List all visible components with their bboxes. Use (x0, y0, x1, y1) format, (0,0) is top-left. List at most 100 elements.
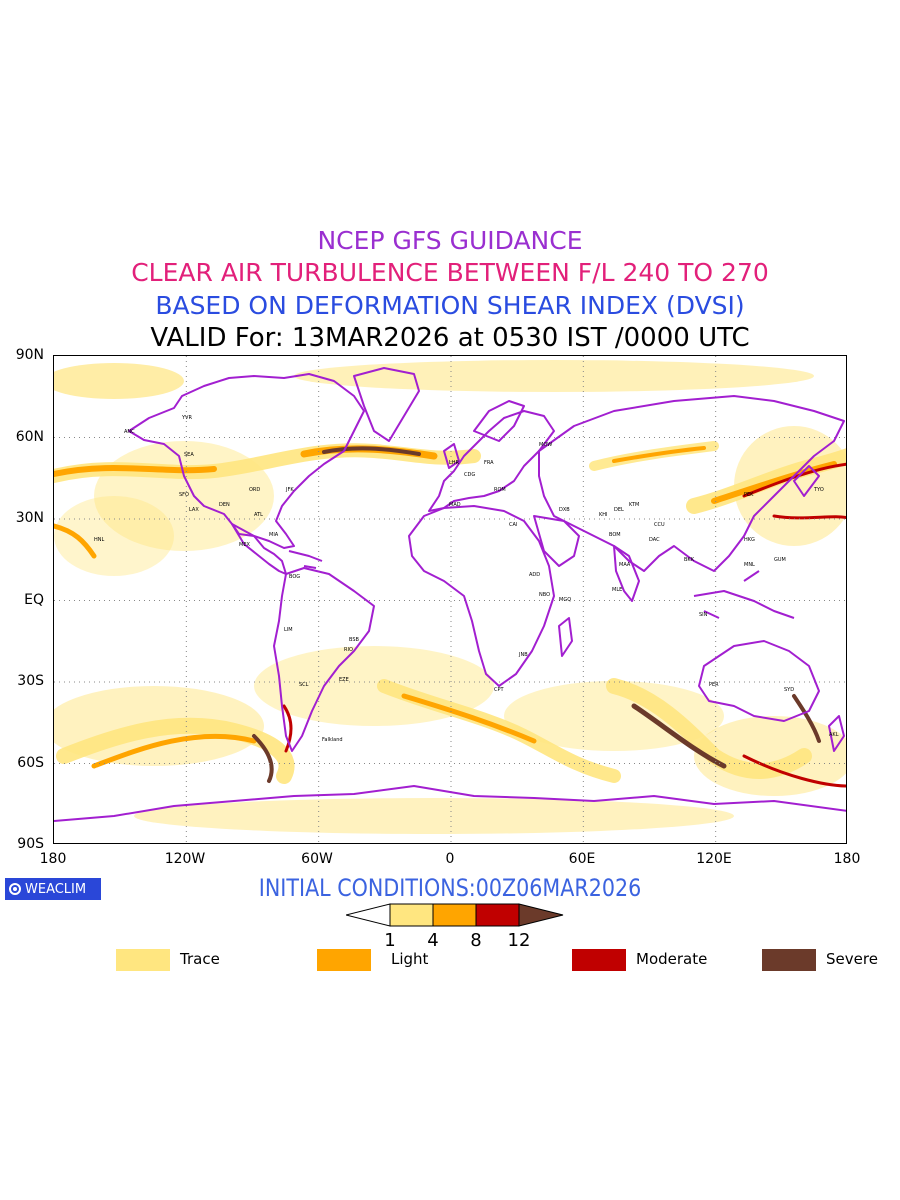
jet-trace-band (56, 717, 295, 784)
station-label: YVR (181, 415, 192, 421)
station-label: PEK (744, 492, 754, 498)
station-label: MAA (619, 562, 631, 568)
colorbar-light (432, 903, 477, 927)
y-tick-eq: EQ (24, 592, 44, 608)
legend-swatch-moderate (572, 949, 626, 971)
colorbar-tick-12: 12 (507, 930, 531, 951)
legend-swatch-trace (116, 949, 170, 971)
coastlines (54, 367, 846, 822)
station-label: BOG (289, 574, 300, 580)
station-label: CCU (654, 522, 665, 528)
station-label: FRA (484, 460, 494, 466)
station-label: LAX (189, 507, 199, 513)
station-label: JNB (518, 652, 528, 658)
station-label: JFK (285, 487, 294, 493)
coast-se-asia-islands (693, 570, 795, 619)
jet-moderate-band (282, 704, 293, 753)
station-label: DAC (649, 537, 660, 543)
legend-label-severe: Severe (826, 950, 878, 968)
station-label: EZE (339, 677, 349, 683)
station-label: MEX (239, 542, 250, 548)
station-label: MLE (612, 587, 622, 593)
jet-severe-band (631, 703, 727, 769)
x-tick-60w: 60W (301, 851, 333, 867)
station-label: KHI (599, 512, 608, 518)
station-label: GUM (774, 557, 786, 563)
coast-arabia (533, 515, 580, 567)
jet-moderate-band (742, 754, 846, 788)
colorbar-tick-8: 8 (470, 930, 482, 951)
coast-africa (408, 505, 555, 687)
station-label: HKG (744, 537, 755, 543)
trace-area (294, 360, 814, 392)
jet-severe-band (792, 694, 821, 743)
coast-australia (698, 640, 820, 722)
turbulence-map: ANC YVR SEA SFO LAX DEN ORD ATL MIA JFK HNL MEX BOG L… (53, 355, 847, 844)
x-tick-0: 0 (445, 851, 455, 867)
coast-new-zealand (828, 715, 845, 752)
station-label: PER (709, 682, 719, 688)
station-label: MIA (269, 532, 279, 538)
colorbar-trace (389, 903, 434, 927)
station-label: BKK (684, 557, 695, 563)
coast-japan (793, 465, 820, 497)
coast-greenland (353, 367, 420, 442)
trace-area (54, 496, 174, 576)
station-label: ORD (249, 487, 260, 493)
jet-light-band (91, 733, 257, 769)
station-label: SYD (784, 687, 794, 693)
legend-label-moderate: Moderate (636, 950, 708, 968)
y-tick-60n: 60N (15, 429, 44, 445)
coast-south-america (273, 567, 375, 752)
station-label: DEN (219, 502, 230, 508)
jet-severe-band (322, 446, 421, 456)
jet-light-band (54, 465, 217, 477)
coast-europe (428, 410, 555, 512)
y-tick-30s: 30S (17, 673, 44, 689)
map-svg: ANC YVR SEA SFO LAX DEN ORD ATL MIA JFK HNL MEX BOG L… (54, 356, 846, 843)
station-label: NBO (539, 592, 550, 598)
legend-swatch-light (317, 949, 371, 971)
coast-caribbean (288, 550, 323, 569)
station-label: ANC (124, 429, 135, 435)
station-label: MNL (744, 562, 755, 568)
y-tick-30n: 30N (15, 510, 44, 526)
station-label: ATL (254, 512, 263, 518)
station-labels: ANC YVR SEA SFO LAX DEN ORD ATL MIA JFK HNL MEX BOG L… (94, 415, 839, 743)
station-label: AKL (829, 732, 839, 738)
station-label: ROM (494, 487, 506, 493)
coast-uk (443, 443, 460, 469)
title-model: NCEP GFS GUIDANCE (317, 226, 583, 255)
initial-conditions: INITIAL CONDITIONS:00Z06MAR2026 (258, 874, 642, 902)
colorbar-moderate (475, 903, 520, 927)
station-label: KTM (629, 502, 639, 508)
station-label: CDG (464, 472, 475, 478)
colorbar (346, 903, 564, 927)
coast-madagascar (558, 617, 573, 657)
jet-moderate-band (772, 514, 846, 520)
coast-scandinavia (473, 400, 525, 442)
x-tick-60e: 60E (568, 851, 596, 867)
weaclim-logo-icon (9, 883, 21, 895)
station-label: TYO (813, 487, 824, 493)
coast-antarctica (54, 785, 846, 822)
coast-india (613, 545, 640, 602)
colorbar-tick-1: 1 (384, 930, 396, 951)
station-label: DXB (559, 507, 570, 513)
title-valid-time: VALID For: 13MAR2026 at 0530 IST /0000 U… (150, 323, 750, 353)
station-label: Falkland (322, 737, 343, 743)
logo-text: WEACLIM (25, 881, 87, 897)
coast-north-america (128, 373, 365, 549)
trace-area (134, 798, 734, 834)
jet-moderate-band (742, 462, 846, 498)
jet-severe-band (252, 734, 274, 783)
jet-light-band (401, 693, 537, 744)
y-tick-60s: 60S (17, 755, 44, 771)
station-label: MGQ (559, 597, 571, 603)
trace-area (694, 716, 846, 796)
coast-asia (538, 395, 845, 572)
station-label: BOM (609, 532, 621, 538)
station-label: CPT (494, 687, 505, 693)
station-label: MAD (449, 502, 461, 508)
station-label: LIM (284, 627, 293, 633)
